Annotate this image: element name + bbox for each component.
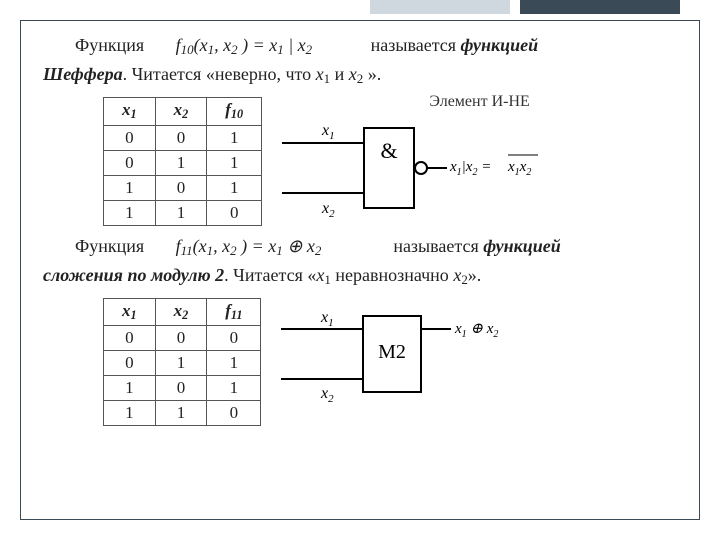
mod2: сложения по модулю 2 [43,265,224,285]
gate-label: M2 [379,341,407,363]
truth-table-1: x1 x2 f10 001 011 101 110 [103,97,262,225]
sec2-line1: Функция f11(x1, x2 ) = x1 ⊕ x2 называетс… [43,236,677,259]
sec1-line2: Шеффера. Читается «неверно, что x1 и x2 … [43,64,677,87]
svg-text:x1: x1 [321,122,335,142]
formula: f11(x1, x2 ) = x1 ⊕ x2 [176,236,326,256]
svg-text:x1 ⊕ x2: x1 ⊕ x2 [454,321,498,340]
lead: Функция [75,236,144,256]
accent-dark [520,0,680,14]
svg-text:x2: x2 [320,385,334,404]
table-row: 110 [104,200,262,225]
table2-col: x1 x2 f11 000 011 101 110 [43,294,261,434]
table1-col: x1 x2 f10 001 011 101 110 [43,93,262,233]
called: называется [393,236,483,256]
table-row: 011 [104,150,262,175]
table-row: 000 [104,326,261,351]
table-row: 011 [104,351,261,376]
sec1-line1: Функция f10(x1, x2 ) = x1 | x2 называетс… [43,35,677,58]
svg-text:x1: x1 [320,309,334,329]
table-row: 001 [104,125,262,150]
sec2-row: x1 x2 f11 000 011 101 110 M2 x1 x2 x [43,294,677,434]
table-head: x1 x2 f11 [104,298,261,325]
called: называется [371,35,461,55]
lead: Функция [75,35,144,55]
accent-light [370,0,510,14]
sec1-row: x1 x2 f10 001 011 101 110 Элемент И-НЕ &… [43,93,677,233]
svg-text:x1x2: x1x2 [507,159,531,178]
sec2-line2: сложения по модулю 2. Читается «x1 нерав… [43,265,677,288]
gate-label: & [381,138,398,163]
table-row: 110 [104,401,261,426]
func-name: функцией [483,236,561,256]
slide-content: Функция f10(x1, x2 ) = x1 | x2 называетс… [20,20,700,520]
gate1-col: Элемент И-НЕ & x1 x2 x1|x2 = x1x2 [262,93,677,223]
sheffer: Шеффера [43,64,123,84]
top-accent-bar [0,0,720,14]
formula: f10(x1, x2 ) = x1 | x2 [176,35,317,55]
nand-gate-diagram: & x1 x2 x1|x2 = x1x2 [282,113,542,223]
truth-table-2: x1 x2 f11 000 011 101 110 [103,298,261,426]
table-head: x1 x2 f10 [104,98,262,125]
table-row: 101 [104,175,262,200]
func-name: функцией [461,35,539,55]
gate1-caption: Элемент И-НЕ [282,93,677,111]
svg-text:x1|x2 =: x1|x2 = [449,159,491,178]
gate2-col: M2 x1 x2 x1 ⊕ x2 [261,294,677,404]
xor-gate-diagram: M2 x1 x2 x1 ⊕ x2 [281,304,521,404]
svg-text:x2: x2 [321,200,335,220]
table-row: 101 [104,376,261,401]
